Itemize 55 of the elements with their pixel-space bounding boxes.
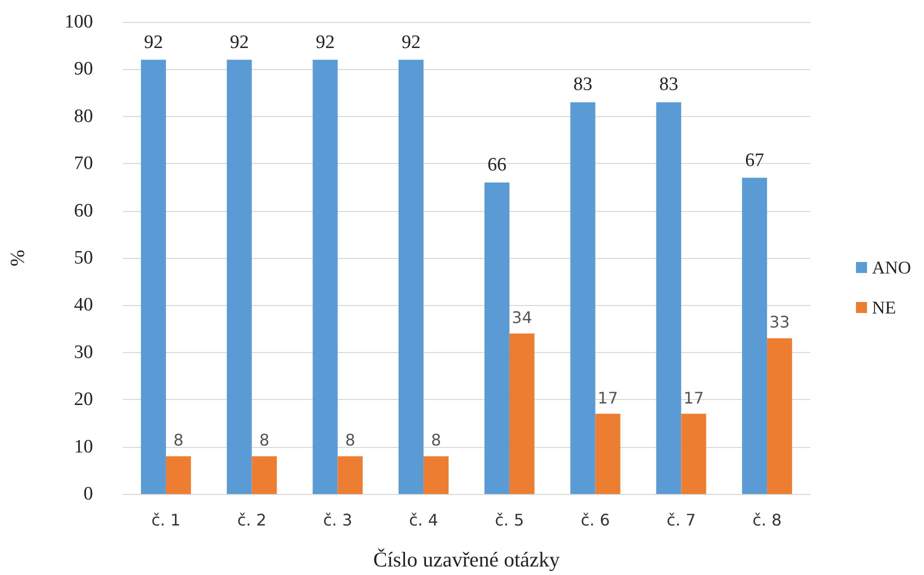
bar	[226, 60, 252, 494]
y-tick-label: 30	[74, 342, 93, 363]
data-label: 83	[659, 74, 678, 96]
x-tick-label: č. 1	[151, 510, 181, 530]
bar	[140, 60, 166, 494]
y-tick-label: 60	[74, 200, 93, 222]
data-label: 92	[144, 32, 163, 53]
y-tick-label: 80	[74, 106, 93, 127]
x-tick-label: č. 5	[494, 510, 524, 530]
bar	[338, 456, 363, 494]
data-label: 8	[430, 430, 442, 450]
bar	[570, 102, 596, 494]
bar	[424, 456, 449, 494]
bar	[252, 456, 277, 494]
x-tick-label: č. 8	[752, 510, 782, 530]
x-tick-label: č. 3	[323, 510, 352, 530]
data-label: 8	[259, 430, 270, 450]
data-label: 17	[598, 388, 618, 408]
bar	[767, 338, 792, 494]
data-label: 92	[402, 32, 421, 53]
data-label: 33	[769, 312, 790, 332]
data-label: 92	[230, 32, 249, 53]
y-tick-label: 90	[74, 58, 93, 80]
bar	[742, 178, 768, 494]
bar	[681, 414, 706, 494]
y-axis-title: %	[7, 250, 29, 266]
data-label: 67	[745, 150, 764, 171]
data-label: 8	[173, 430, 184, 450]
x-tick-label: č. 4	[408, 510, 438, 530]
bar	[312, 60, 338, 494]
y-tick-label: 40	[74, 294, 93, 316]
data-label: 83	[573, 74, 592, 96]
x-tick-label: č. 7	[666, 510, 696, 530]
data-label: 92	[316, 32, 335, 53]
x-axis-title: Číslo uzavřené otázky	[373, 548, 560, 572]
data-label: 17	[684, 388, 704, 408]
y-tick-label: 0	[84, 484, 93, 504]
data-label: 34	[512, 308, 532, 328]
y-tick-label: 20	[74, 389, 93, 410]
legend-label: NE	[872, 298, 896, 318]
bar	[398, 60, 424, 494]
bar	[166, 456, 191, 494]
data-label: 66	[487, 154, 506, 176]
data-label: 8	[345, 430, 356, 450]
y-tick-label: 10	[74, 436, 93, 458]
y-tick-label: 70	[74, 153, 93, 174]
bar	[656, 102, 682, 494]
x-tick-label: č. 2	[237, 510, 266, 530]
bar	[595, 414, 620, 494]
x-tick-label: č. 6	[580, 510, 610, 530]
bar	[509, 334, 534, 494]
bar	[484, 182, 510, 494]
y-tick-label: 50	[74, 248, 93, 268]
y-tick-label: 100	[64, 12, 93, 32]
legend-label: ANO	[872, 258, 912, 278]
